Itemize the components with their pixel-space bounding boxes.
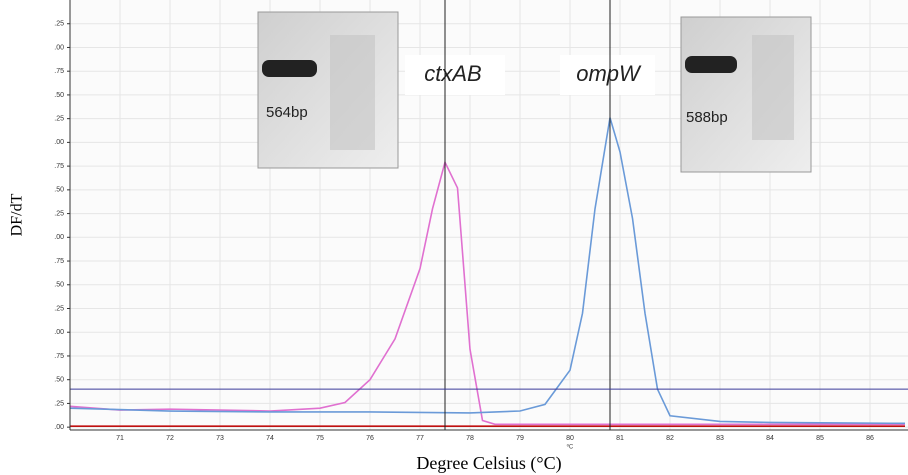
y-axis-label: DF/dT [9,193,26,236]
y-tick-label: .00 [54,139,64,146]
y-tick-label: .50 [54,187,64,194]
x-tick-label: 74 [266,435,274,442]
x-tick-label: 80 [566,435,574,442]
melt-curve [69,117,906,425]
x-tick-label: 84 [766,435,774,442]
gel-label: 588bp [686,109,728,126]
y-tick-label: .50 [54,377,64,384]
y-tick-label: .25 [54,305,64,312]
y-tick-label: .00 [54,424,64,431]
label-bg [405,55,505,95]
y-tick-label: .75 [54,258,64,265]
x-tick-label: 81 [616,435,624,442]
y-tick-label: .25 [54,400,64,407]
y-tick-label: .75 [54,353,64,360]
gel-ladder [330,35,375,150]
gel-ladder [752,35,794,140]
y-tick-label: .00 [54,329,64,336]
y-tick-label: .75 [54,163,64,170]
y-tick-label: .50 [54,92,64,99]
x-tick-label: 83 [716,435,724,442]
peak-label: ctxAB [424,61,481,86]
gel-band [262,60,317,77]
x-tick-label: 76 [366,435,374,442]
y-tick-label: .00 [54,234,64,241]
x-tick-label: 79 [516,435,524,442]
y-tick-label: .25 [54,210,64,217]
label-bg [560,55,655,95]
y-tick-label: .25 [54,21,64,28]
gel-inset: 588bp [680,16,812,173]
y-tick-label: .75 [54,68,64,75]
gel-label: 564bp [266,104,308,121]
x-tick-label: 71 [116,435,124,442]
gel-band [685,56,737,73]
x-axis-label: Degree Celsius (°C) [416,453,561,474]
overlay [70,0,908,430]
x-tick-label: 77 [416,435,424,442]
x-tick-label: 78 [466,435,474,442]
y-tick-label: .00 [54,44,64,51]
x-unit: ºC [567,444,574,451]
x-tick-label: 86 [866,435,874,442]
x-tick-label: 75 [316,435,324,442]
melt-curve [69,160,905,426]
x-tick-label: 82 [666,435,674,442]
gel-inset: 564bp [257,11,399,169]
gel-image [257,11,399,169]
x-tick-label: 85 [816,435,824,442]
peak-label: ompW [576,61,642,86]
y-tick-label: .25 [54,115,64,122]
x-tick-label: 73 [216,435,224,442]
y-tick-label: .50 [54,282,64,289]
x-tick-label: 72 [166,435,174,442]
